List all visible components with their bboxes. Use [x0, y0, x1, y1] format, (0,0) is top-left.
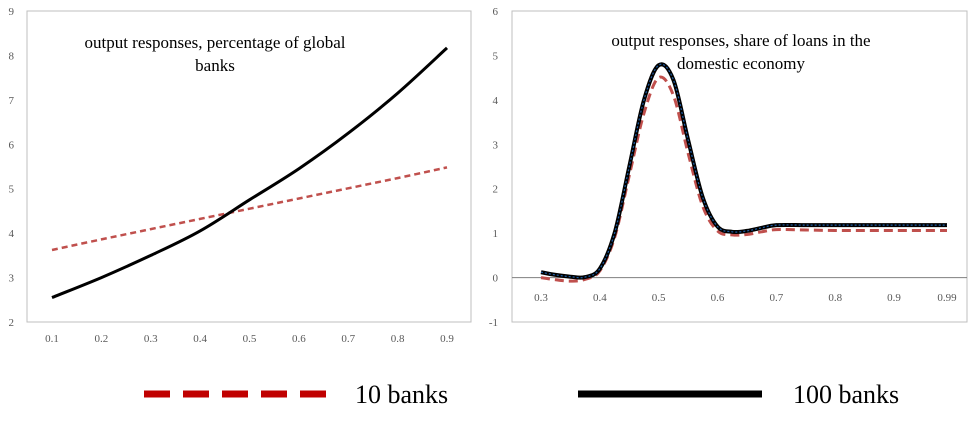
x-tick-label: 0.2: [95, 333, 109, 345]
x-tick-label: 0.9: [887, 292, 901, 304]
series-line-100-banks-inner: [540, 63, 947, 279]
panel-left: 2 3 4 5 6 7 8 9 0.1 0.2 0.3 0.4 0.5 0.6 0.7 0.8 0.9 out…: [9, 6, 472, 345]
x-tick-label: 0.5: [652, 292, 666, 304]
y-tick-label: 4: [9, 228, 15, 240]
legend: 10 banks 100 banks: [144, 380, 899, 409]
series-group-left: [51, 46, 449, 299]
x-tick-label: 0.7: [341, 333, 355, 345]
panel-title-left-line2: banks: [195, 56, 235, 75]
series-line-10-banks: [540, 75, 947, 283]
series-line-10-banks: [51, 166, 448, 252]
y-tick-label: 0: [493, 273, 499, 285]
x-tick-label: 0.4: [193, 333, 207, 345]
y-tick-label: 7: [9, 95, 15, 107]
y-axis-left: 2 3 4 5 6 7 8 9: [9, 6, 15, 329]
series-line-100-banks: [51, 46, 449, 299]
y-tick-label: 2: [9, 317, 15, 329]
y-tick-label: 6: [493, 6, 499, 18]
legend-label-10-banks: 10 banks: [355, 380, 448, 409]
x-tick-label: 0.9: [440, 333, 454, 345]
y-tick-label: -1: [489, 317, 498, 329]
plot-frame-right: [511, 10, 968, 323]
x-tick-label: 0.1: [45, 333, 59, 345]
legend-label-100-banks: 100 banks: [793, 380, 899, 409]
x-axis-left: 0.1 0.2 0.3 0.4 0.5 0.6 0.7 0.8 0.9: [45, 333, 454, 345]
y-tick-label: 8: [9, 50, 15, 62]
panel-right: -1 0 1 2 3 4 5 6 0.3 0.4 0.5 0.6 0.7 0.8 0.9 0.99 outp…: [489, 6, 968, 329]
x-tick-label: 0.5: [243, 333, 257, 345]
series-group-right: [540, 62, 947, 283]
x-tick-label: 0.8: [391, 333, 405, 345]
y-tick-label: 4: [493, 95, 499, 107]
y-tick-label: 3: [493, 139, 499, 151]
x-tick-label: 0.3: [534, 292, 548, 304]
panel-title-right-line1: output responses, share of loans in the: [611, 31, 870, 50]
y-tick-label: 9: [9, 6, 15, 18]
y-tick-label: 5: [493, 50, 499, 62]
x-tick-label: 0.6: [292, 333, 306, 345]
y-tick-label: 1: [493, 228, 499, 240]
x-tick-label: 0.3: [144, 333, 158, 345]
y-tick-label: 6: [9, 139, 15, 151]
y-tick-label: 5: [9, 184, 15, 196]
x-tick-label: 0.8: [828, 292, 842, 304]
panel-title-left-line1: output responses, percentage of global: [84, 33, 345, 52]
panel-title-right-line2: domestic economy: [677, 54, 805, 73]
y-axis-right: -1 0 1 2 3 4 5 6: [489, 6, 499, 329]
plot-frame-left: [26, 10, 472, 323]
x-tick-label: 0.7: [769, 292, 783, 304]
x-tick-label: 0.4: [593, 292, 607, 304]
y-tick-label: 3: [9, 273, 15, 285]
x-tick-label: 0.99: [937, 292, 957, 304]
y-tick-label: 2: [493, 184, 499, 196]
x-tick-label: 0.6: [711, 292, 725, 304]
